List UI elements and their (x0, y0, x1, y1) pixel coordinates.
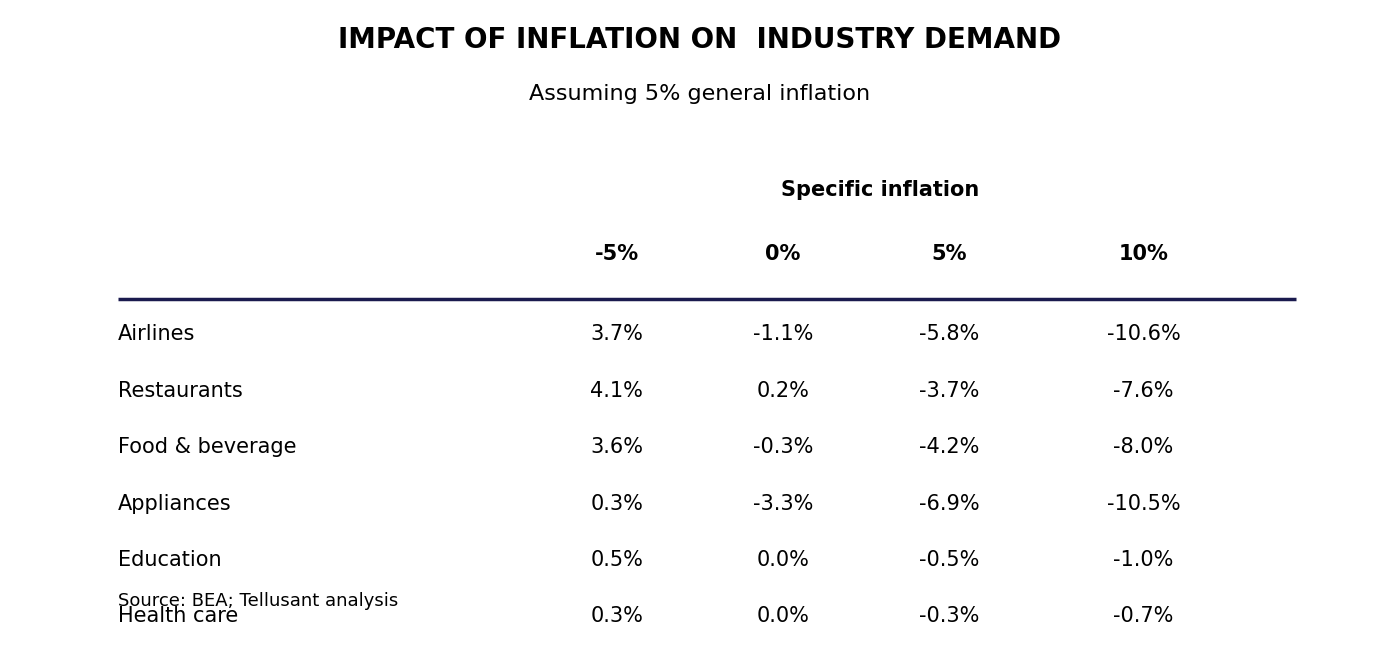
Text: -6.9%: -6.9% (920, 494, 980, 514)
Text: -0.5%: -0.5% (920, 550, 980, 570)
Text: -5%: -5% (595, 244, 638, 264)
Text: 3.6%: 3.6% (591, 437, 644, 457)
Text: Food & beverage: Food & beverage (118, 437, 297, 457)
Text: -0.3%: -0.3% (920, 607, 980, 626)
Text: -7.6%: -7.6% (1113, 381, 1173, 401)
Text: 0.3%: 0.3% (591, 494, 643, 514)
Text: 5%: 5% (932, 244, 967, 264)
Text: 0.5%: 0.5% (591, 550, 643, 570)
Text: 0.0%: 0.0% (757, 550, 809, 570)
Text: -0.3%: -0.3% (753, 437, 813, 457)
Text: Assuming 5% general inflation: Assuming 5% general inflation (529, 84, 871, 104)
Text: Airlines: Airlines (118, 324, 195, 345)
Text: -10.6%: -10.6% (1106, 324, 1180, 345)
Text: IMPACT OF INFLATION ON  INDUSTRY DEMAND: IMPACT OF INFLATION ON INDUSTRY DEMAND (339, 26, 1061, 54)
Text: Appliances: Appliances (118, 494, 231, 514)
Text: 0.2%: 0.2% (757, 381, 809, 401)
Text: Source: BEA; Tellusant analysis: Source: BEA; Tellusant analysis (118, 591, 398, 610)
Text: Education: Education (118, 550, 221, 570)
Text: -3.7%: -3.7% (920, 381, 980, 401)
Text: -1.0%: -1.0% (1113, 550, 1173, 570)
Text: 4.1%: 4.1% (591, 381, 643, 401)
Text: Restaurants: Restaurants (118, 381, 242, 401)
Text: -4.2%: -4.2% (920, 437, 980, 457)
Text: Health care: Health care (118, 607, 238, 626)
Text: -3.3%: -3.3% (753, 494, 813, 514)
Text: 3.7%: 3.7% (591, 324, 643, 345)
Text: -0.7%: -0.7% (1113, 607, 1173, 626)
Text: 0%: 0% (766, 244, 801, 264)
Text: -5.8%: -5.8% (920, 324, 980, 345)
Text: 10%: 10% (1119, 244, 1169, 264)
Text: -10.5%: -10.5% (1107, 494, 1180, 514)
Text: -8.0%: -8.0% (1113, 437, 1173, 457)
Text: 0.0%: 0.0% (757, 607, 809, 626)
Text: Specific inflation: Specific inflation (781, 180, 980, 200)
Text: 0.3%: 0.3% (591, 607, 643, 626)
Text: -1.1%: -1.1% (753, 324, 813, 345)
